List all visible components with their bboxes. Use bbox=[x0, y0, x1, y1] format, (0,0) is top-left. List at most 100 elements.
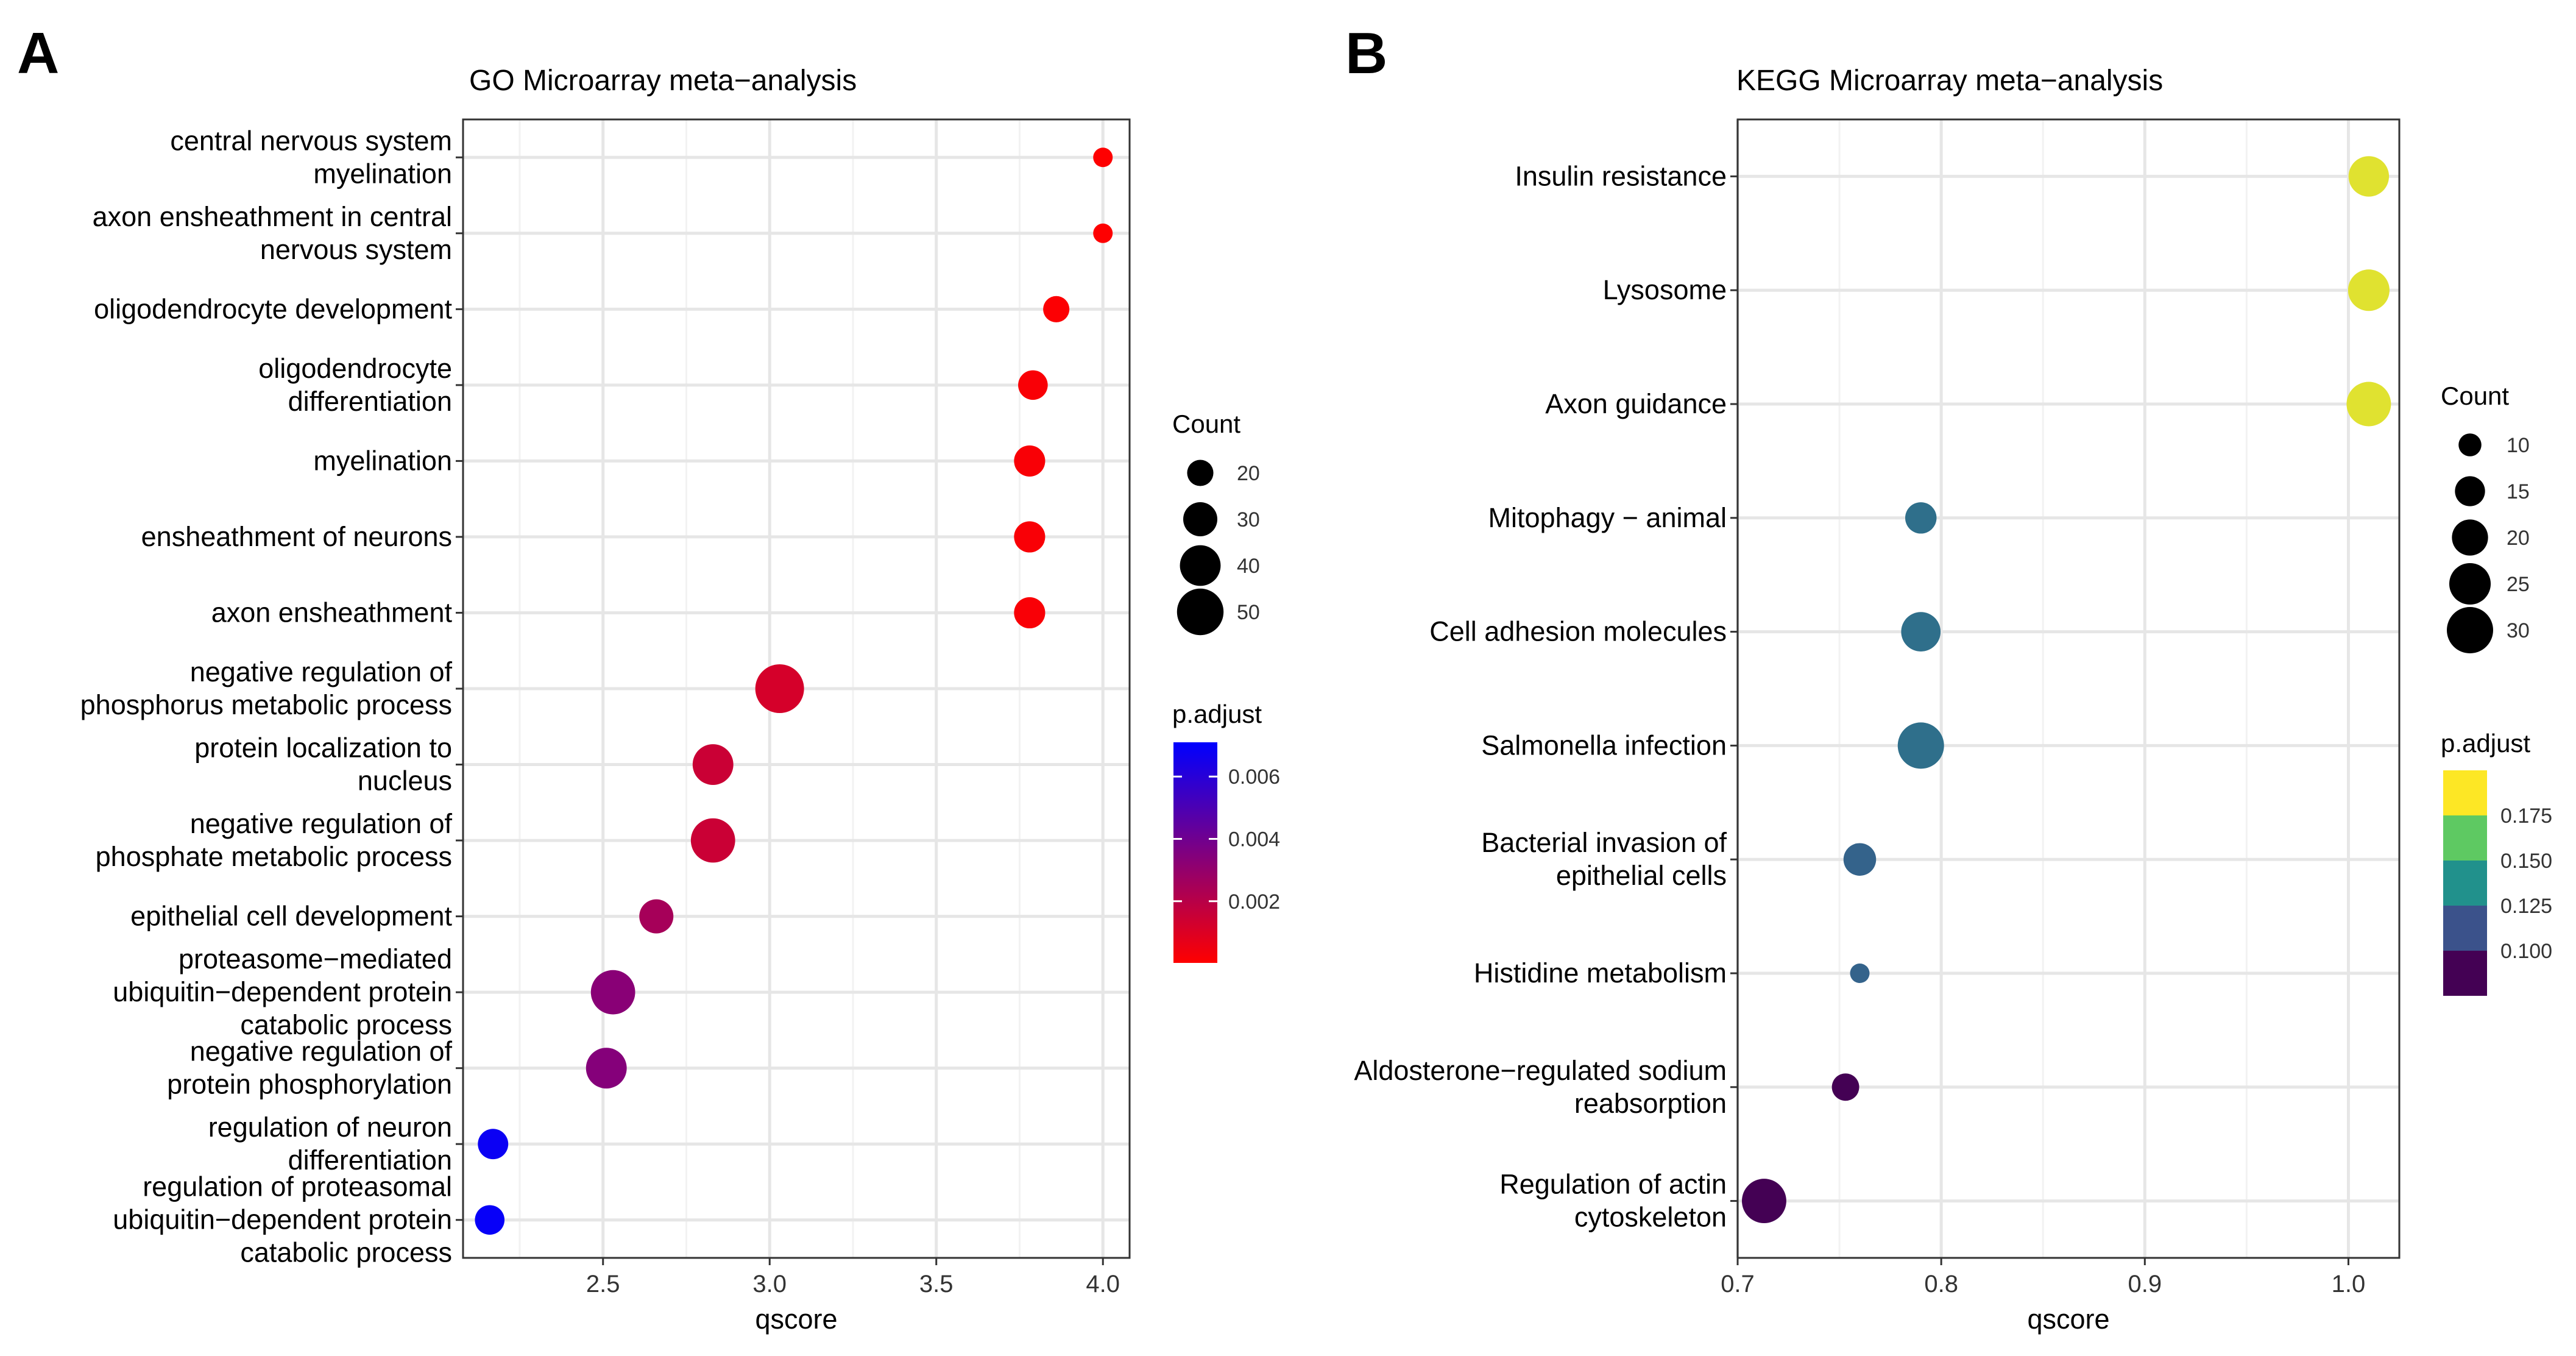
legend-color-swatch bbox=[2443, 861, 2487, 906]
chart-title-a: GO Microarray meta−analysis bbox=[469, 65, 857, 97]
legend-padjust-b: p.adjust 0.175 0.150 0.125 0.100 bbox=[2441, 729, 2552, 996]
panel-b: B KEGG Microarray meta−analysis Insulin … bbox=[1345, 21, 2552, 1335]
category-label: Bacterial invasion of epithelial cells bbox=[1481, 827, 1727, 891]
panel-label-b: B bbox=[1345, 21, 1387, 86]
category-label: negative regulation of phosphate metaboli… bbox=[96, 808, 453, 872]
data-point bbox=[755, 664, 804, 713]
category-label: axon ensheathment in central nervous syst… bbox=[93, 201, 452, 265]
legend-count-a: Count 20 30 40 50 bbox=[1172, 410, 1260, 636]
x-tick-label: 4.0 bbox=[1086, 1271, 1120, 1297]
data-point bbox=[1093, 147, 1113, 168]
category-label: Insulin resistance bbox=[1515, 160, 1727, 191]
x-tick-label: 0.9 bbox=[2128, 1271, 2162, 1297]
legend-count-label: 30 bbox=[2507, 619, 2530, 642]
x-tick-label: 0.8 bbox=[1924, 1271, 1958, 1297]
data-point bbox=[1901, 612, 1941, 651]
category-label: Aldosterone−regulated sodium reabsorption bbox=[1354, 1055, 1727, 1119]
legend-color-swatch bbox=[2443, 951, 2487, 996]
legend-count-title-b: Count bbox=[2441, 382, 2509, 410]
legend-count-symbol bbox=[1187, 460, 1214, 486]
x-axis-a: 2.5 3.0 3.5 4.0 bbox=[586, 1258, 1120, 1297]
legend-count-title-a: Count bbox=[1172, 410, 1240, 438]
category-label: axon ensheathment bbox=[211, 597, 453, 628]
category-labels-a: central nervous system myelination axon en… bbox=[80, 125, 463, 1268]
category-label: Salmonella infection bbox=[1481, 729, 1727, 761]
colorbar-label: 0.004 bbox=[1228, 828, 1280, 851]
data-point bbox=[692, 744, 734, 785]
category-label: proteasome−mediated ubiquitin−dependent p… bbox=[113, 943, 452, 1040]
category-label: oligodendrocyte differentiation bbox=[258, 353, 452, 417]
legend-count-label: 20 bbox=[2507, 527, 2530, 550]
legend-color-swatch bbox=[2443, 906, 2487, 951]
data-point bbox=[1905, 502, 1937, 534]
category-label: myelination bbox=[313, 445, 452, 476]
colorbar-a bbox=[1173, 742, 1217, 963]
data-point bbox=[1093, 223, 1113, 243]
data-point bbox=[1018, 370, 1048, 400]
panel-label-a: A bbox=[17, 21, 59, 86]
data-point bbox=[478, 1129, 509, 1160]
chart-title-b: KEGG Microarray meta−analysis bbox=[1736, 65, 2163, 97]
category-label: Regulation of actin cytoskeleton bbox=[1499, 1169, 1727, 1233]
x-axis-title-b: qscore bbox=[2027, 1304, 2109, 1335]
legend-count-symbol bbox=[2455, 476, 2485, 506]
data-points-a bbox=[475, 147, 1113, 1235]
category-label: Axon guidance bbox=[1545, 388, 1727, 419]
legend-count-label: 10 bbox=[2507, 434, 2530, 457]
legend-count-symbol bbox=[2449, 563, 2491, 605]
category-labels-b: Insulin resistance Lysosome Axon guidance M… bbox=[1354, 160, 1738, 1233]
data-point bbox=[1014, 597, 1046, 629]
category-label: negative regulation of protein phosphoryl… bbox=[167, 1036, 452, 1100]
data-point bbox=[586, 1048, 627, 1089]
data-point bbox=[2348, 269, 2390, 311]
data-point bbox=[2348, 156, 2390, 197]
data-points-b bbox=[1741, 156, 2391, 1224]
category-label: central nervous system myelination bbox=[170, 125, 452, 189]
data-point bbox=[1831, 1073, 1859, 1101]
data-point bbox=[639, 899, 674, 934]
data-point bbox=[690, 818, 735, 863]
data-point bbox=[590, 970, 635, 1015]
category-label: Histidine metabolism bbox=[1474, 957, 1727, 989]
data-point bbox=[2346, 382, 2391, 427]
data-point bbox=[1014, 445, 1046, 477]
category-label: epithelial cell development bbox=[130, 901, 452, 932]
x-tick-label: 1.0 bbox=[2332, 1271, 2366, 1297]
legend-count-symbol bbox=[1177, 588, 1224, 636]
x-tick-label: 3.0 bbox=[752, 1271, 787, 1297]
legend-padjust-title-b: p.adjust bbox=[2441, 729, 2530, 758]
legend-count-symbol bbox=[1183, 502, 1218, 537]
legend-count-symbol bbox=[2452, 519, 2488, 556]
category-label: Lysosome bbox=[1603, 274, 1727, 305]
data-point bbox=[1741, 1179, 1786, 1224]
category-label: regulation of proteasomal ubiquitin−depen… bbox=[113, 1171, 452, 1268]
x-axis-b: 0.7 0.8 0.9 1.0 bbox=[1721, 1258, 2365, 1297]
legend-color-label: 0.100 bbox=[2500, 940, 2552, 963]
category-label: regulation of neuron differentiation bbox=[208, 1112, 452, 1176]
legend-padjust-title-a: p.adjust bbox=[1172, 700, 1262, 728]
legend-padjust-a: p.adjust 0.002 0.004 0.006 bbox=[1172, 700, 1280, 963]
x-axis-title-a: qscore bbox=[755, 1304, 837, 1335]
colorbar-label: 0.006 bbox=[1228, 765, 1280, 789]
legend-count-label: 20 bbox=[1237, 462, 1260, 485]
category-label: Cell adhesion molecules bbox=[1429, 616, 1727, 647]
legend-count-label: 50 bbox=[1237, 601, 1260, 624]
x-tick-label: 2.5 bbox=[586, 1271, 620, 1297]
legend-color-label: 0.125 bbox=[2500, 895, 2552, 918]
data-point bbox=[1043, 296, 1070, 322]
legend-count-label: 25 bbox=[2507, 573, 2530, 596]
legend-count-b: Count 10 15 20 25 30 bbox=[2441, 382, 2530, 653]
data-point bbox=[475, 1205, 505, 1235]
data-point bbox=[1850, 964, 1870, 983]
category-label: protein localization to nucleus bbox=[194, 733, 452, 797]
legend-color-label: 0.175 bbox=[2500, 804, 2552, 828]
x-tick-label: 3.5 bbox=[919, 1271, 954, 1297]
plot-frame-b bbox=[1736, 118, 2401, 1259]
panel-a: A GO Microarray meta−analysis central ne… bbox=[17, 21, 1280, 1335]
legend-count-label: 15 bbox=[2507, 480, 2530, 503]
category-label: ensheathment of neurons bbox=[141, 521, 452, 552]
x-tick-label: 0.7 bbox=[1721, 1271, 1755, 1297]
legend-count-symbol bbox=[2458, 433, 2482, 456]
legend-color-label: 0.150 bbox=[2500, 850, 2552, 873]
